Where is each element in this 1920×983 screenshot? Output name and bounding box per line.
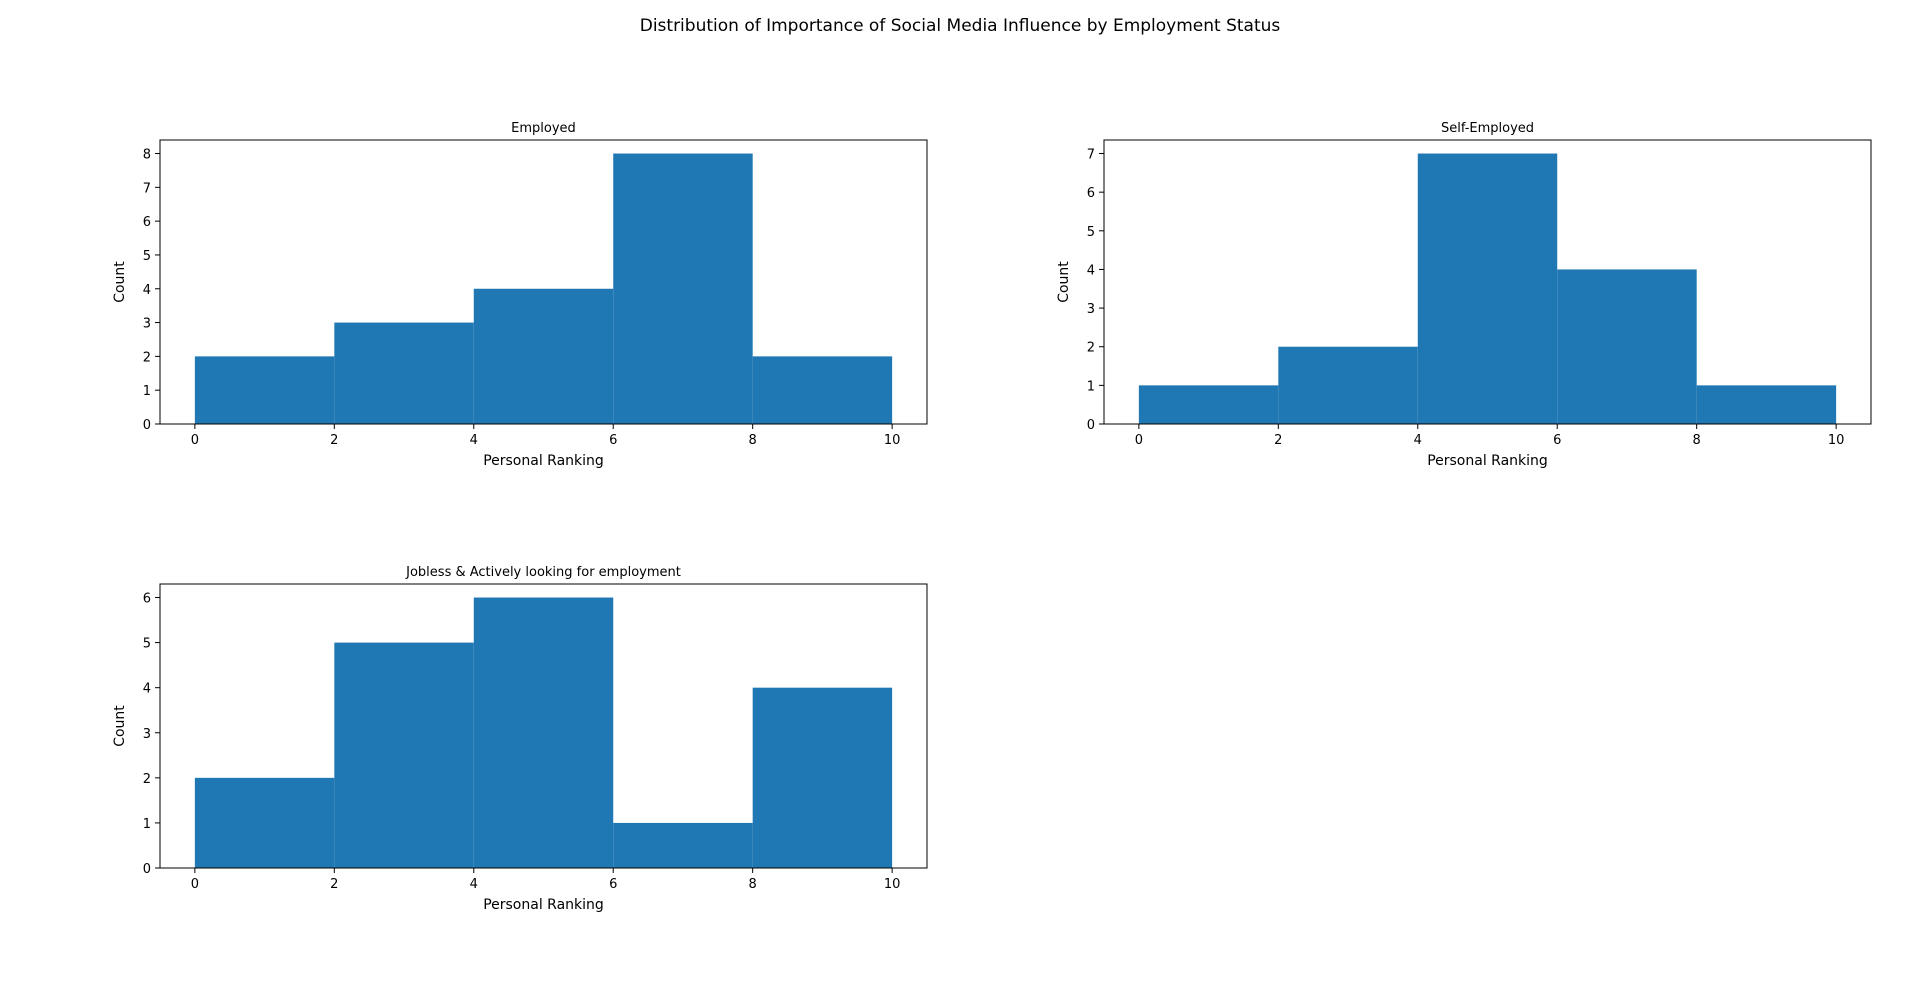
histogram-bar: [613, 822, 753, 868]
subplot-1: 0 2 4 6 8 10 0 1 2 3 4 5 6 7 8 Employed Personal Ranking…: [112, 121, 928, 469]
y-tick-label: 5: [143, 249, 151, 264]
x-tick-label: 10: [884, 877, 901, 892]
x-tick-label: 4: [1414, 433, 1422, 448]
histogram-bar: [1417, 153, 1558, 424]
x-tick-label: 6: [609, 433, 617, 448]
y-tick-label: 6: [143, 215, 151, 230]
histogram-bar: [613, 153, 753, 424]
y-tick-label: 3: [143, 317, 151, 332]
subplot-2: 0 2 4 6 8 10 0 1 2 3 4 5 6 7 Self-Employed Personal Ran…: [1056, 121, 1872, 469]
y-tick-label: 6: [143, 592, 151, 607]
x-tick-label: 4: [470, 433, 478, 448]
y-tick-label: 1: [143, 817, 151, 832]
subplot-title: Employed: [511, 121, 576, 136]
histogram-bar: [334, 322, 474, 424]
x-axis-label: Personal Ranking: [1427, 453, 1548, 469]
subplot-title: Self-Employed: [1441, 121, 1534, 136]
x-tick-label: 0: [1135, 433, 1143, 448]
y-tick-label: 0: [143, 862, 151, 877]
x-tick-label: 2: [330, 877, 338, 892]
y-tick-label: 4: [143, 283, 151, 298]
y-tick-label: 4: [143, 682, 151, 697]
axes-frame: [159, 583, 928, 869]
x-tick-label: 8: [749, 877, 757, 892]
y-tick-label: 0: [143, 418, 151, 433]
histogram-bar: [473, 597, 614, 868]
y-tick-label: 7: [1087, 148, 1095, 163]
histogram-bar: [752, 687, 893, 868]
x-tick-label: 2: [330, 433, 338, 448]
y-tick-label: 2: [143, 772, 151, 787]
y-axis-label: Count: [1056, 261, 1072, 303]
x-tick-label: 6: [1553, 433, 1561, 448]
y-tick-label: 6: [1087, 186, 1095, 201]
y-tick-label: 1: [143, 384, 151, 399]
histogram-bar: [194, 777, 335, 868]
x-tick-label: 0: [191, 433, 199, 448]
y-axis-label: Count: [112, 261, 128, 303]
axes-frame: [159, 139, 928, 425]
y-tick-label: 7: [143, 181, 151, 196]
y-tick-label: 0: [1087, 418, 1095, 433]
histogram-bar: [194, 356, 335, 424]
subplot-3: 0 2 4 6 8 10 0 1 2 3 4 5 6 Jobless & Actively looking…: [112, 565, 928, 913]
y-axis-label: Count: [112, 705, 128, 747]
axes-frame: [1103, 139, 1872, 425]
y-tick-label: 2: [1087, 341, 1095, 356]
x-tick-label: 0: [191, 877, 199, 892]
y-tick-label: 1: [1087, 379, 1095, 394]
y-tick-label: 3: [1087, 302, 1095, 317]
x-tick-label: 8: [1693, 433, 1701, 448]
x-tick-label: 2: [1274, 433, 1282, 448]
y-tick-label: 8: [143, 148, 151, 163]
histogram-bar: [1278, 346, 1418, 424]
y-tick-label: 5: [1087, 225, 1095, 240]
subplot-title: Jobless & Actively looking for employmen…: [405, 565, 681, 580]
histogram-bar: [334, 642, 474, 868]
figure-title: Distribution of Importance of Social Med…: [639, 16, 1281, 36]
x-tick-label: 6: [609, 877, 617, 892]
x-axis-label: Personal Ranking: [483, 897, 604, 913]
y-tick-label: 3: [143, 727, 151, 742]
histogram-bar: [473, 288, 614, 424]
x-tick-label: 4: [470, 877, 478, 892]
histogram-bar: [1557, 269, 1697, 424]
histogram-bar: [752, 356, 893, 424]
y-tick-label: 4: [1087, 263, 1095, 278]
x-tick-label: 10: [884, 433, 901, 448]
y-tick-label: 2: [143, 350, 151, 365]
x-axis-label: Personal Ranking: [483, 453, 604, 469]
y-tick-label: 5: [143, 637, 151, 652]
histogram-bar: [1138, 385, 1279, 424]
histogram-bar: [1696, 385, 1837, 424]
x-tick-label: 8: [749, 433, 757, 448]
x-tick-label: 10: [1828, 433, 1845, 448]
